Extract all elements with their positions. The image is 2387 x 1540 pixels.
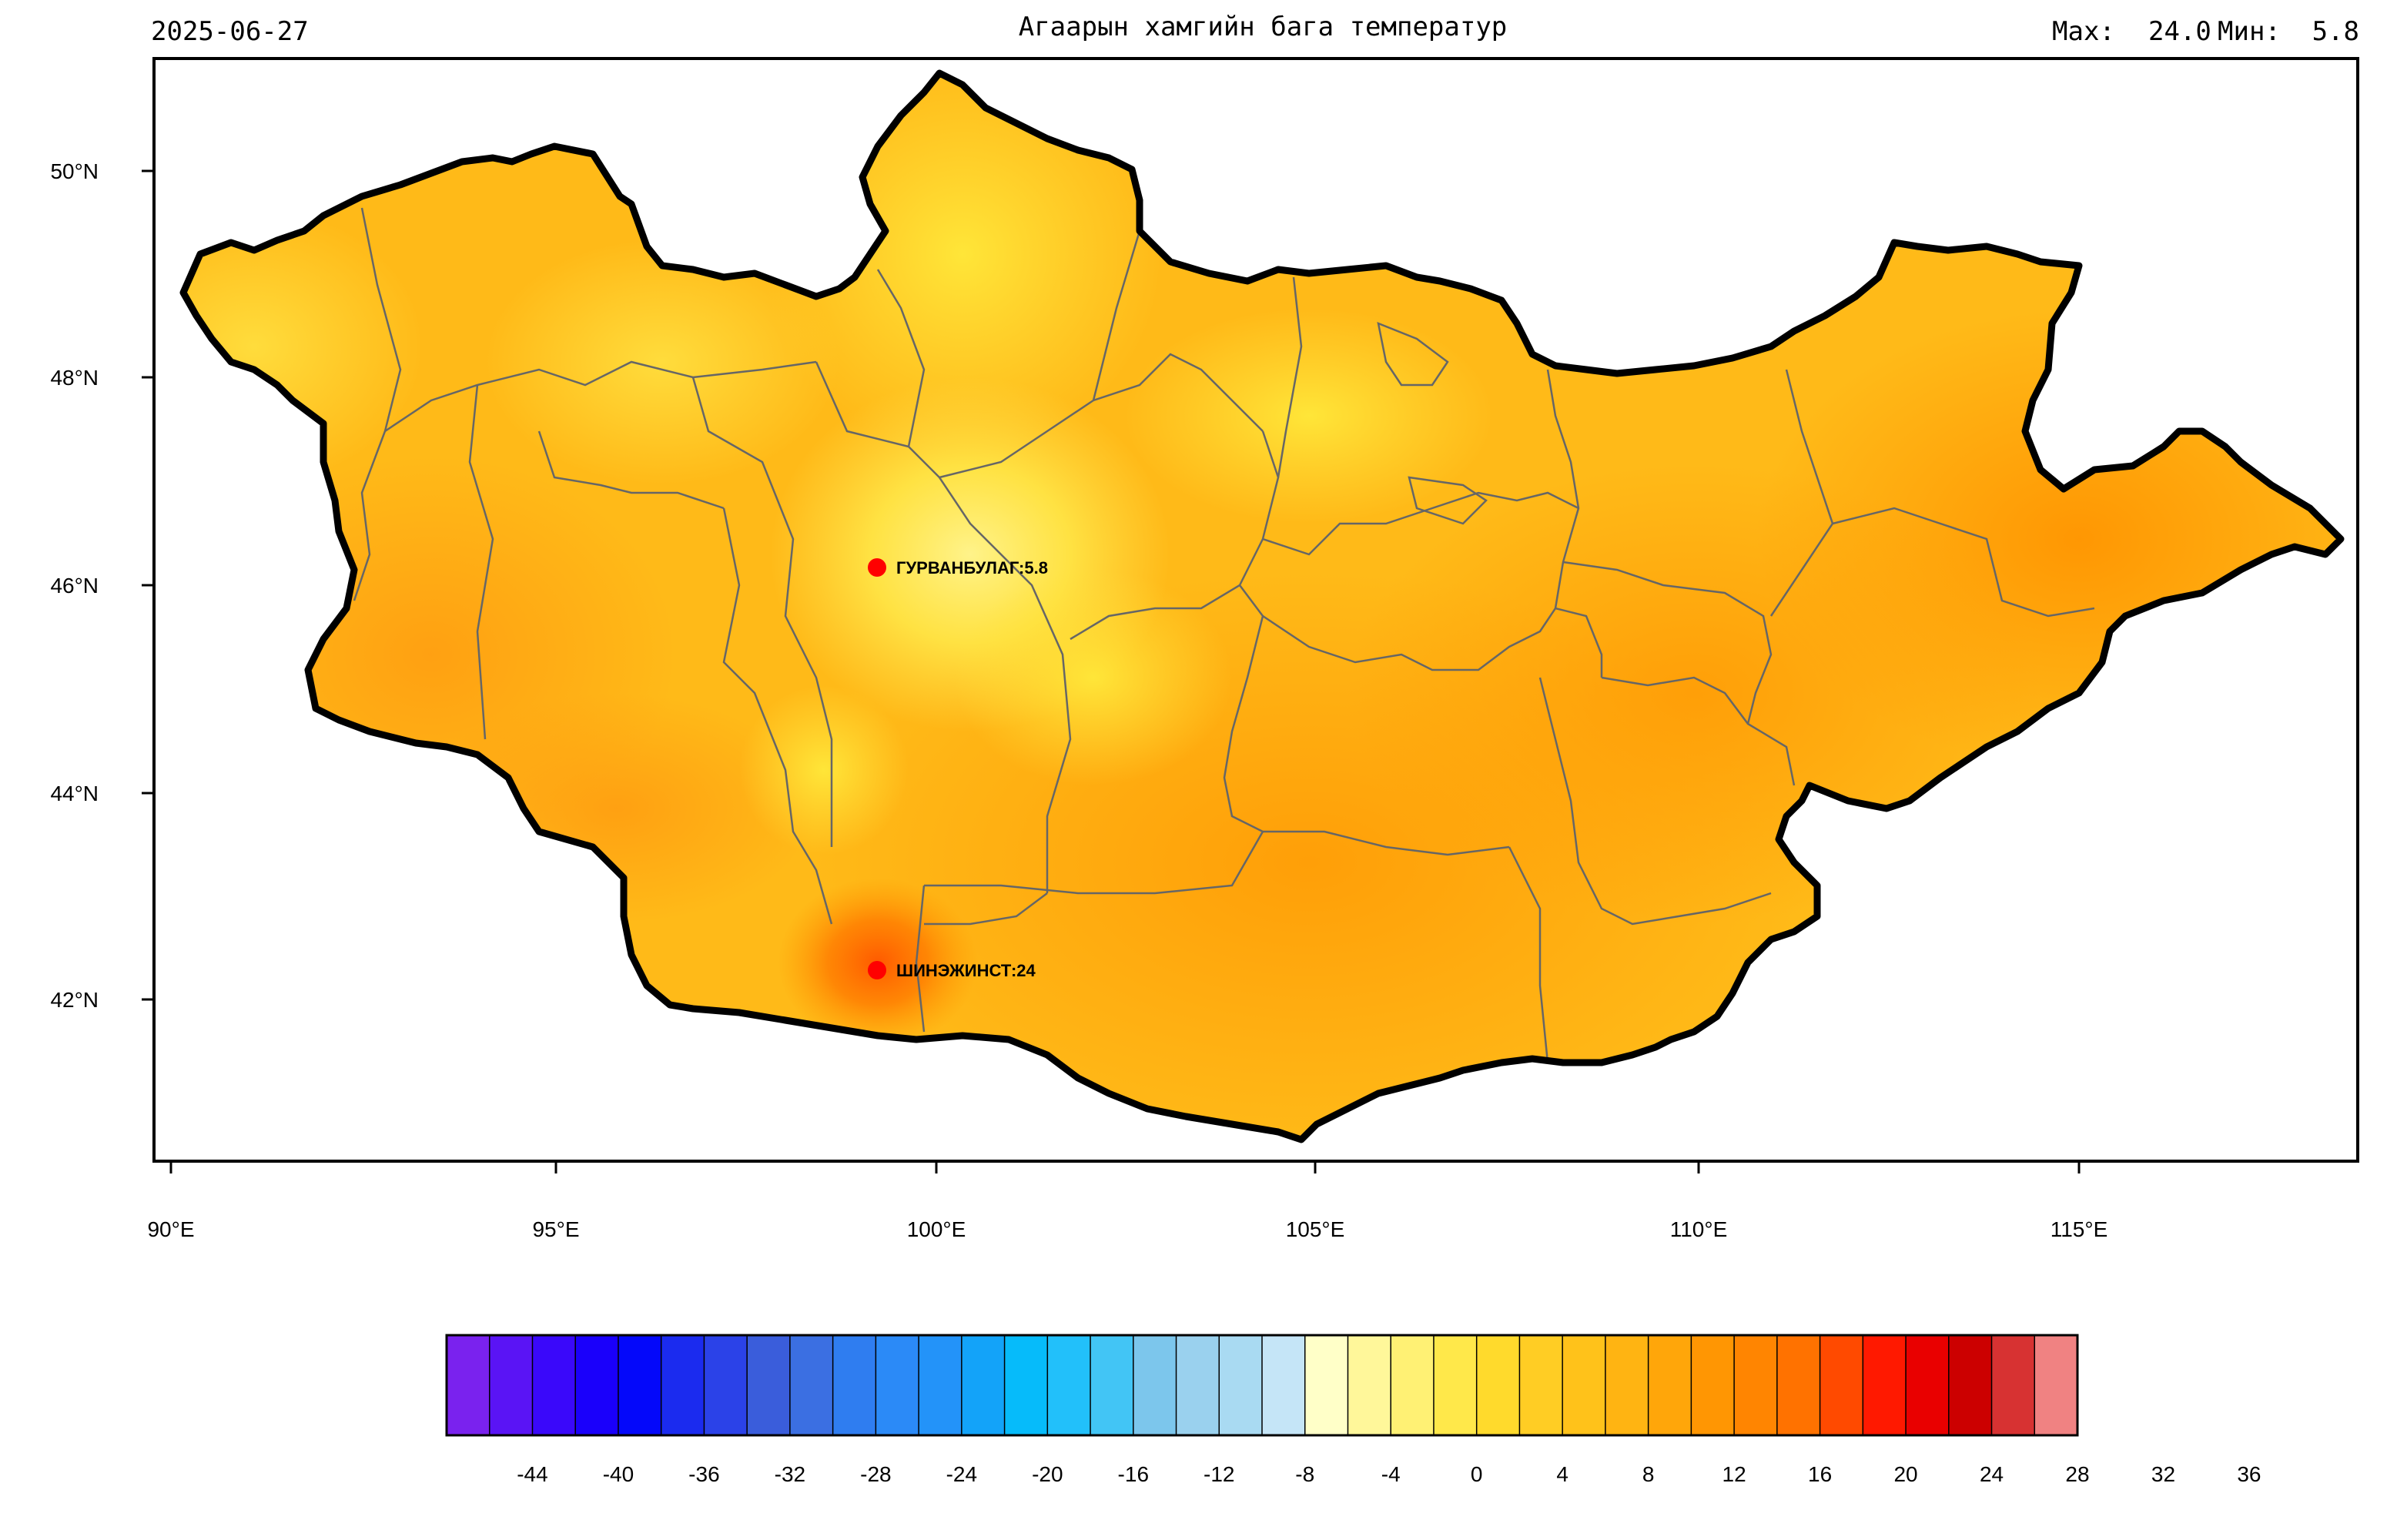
- province-boundaries: [353, 207, 2095, 1063]
- legend-swatches: [446, 1334, 2079, 1436]
- legend-swatch: [1433, 1334, 1478, 1436]
- legend-tick-label: -16: [1118, 1462, 1149, 1486]
- legend-swatch: [918, 1334, 963, 1436]
- lat-tick-label: 46°N: [50, 574, 99, 598]
- legend-swatch: [1133, 1334, 1177, 1436]
- legend-swatch: [1518, 1334, 1564, 1436]
- legend-tick-label: 8: [1642, 1462, 1655, 1486]
- legend-swatch: [1390, 1334, 1435, 1436]
- legend-swatch: [703, 1334, 748, 1436]
- legend-tick-label: 12: [1722, 1462, 1746, 1486]
- legend-tick-labels: -44 -40 -36 -32 -28 -24 -20 -16 -12 -8 -4 0 4 8 12 16 20…: [517, 1462, 2261, 1486]
- legend-swatch: [1046, 1334, 1092, 1436]
- station-marker: [868, 961, 886, 979]
- legend-tick-label: -12: [1204, 1462, 1234, 1486]
- legend-swatch: [1690, 1334, 1736, 1436]
- legend-swatch: [1347, 1334, 1392, 1436]
- lon-tick-label: 110°E: [1670, 1217, 1728, 1241]
- legend-swatch: [1090, 1334, 1135, 1436]
- legend-swatch: [1003, 1334, 1049, 1436]
- legend-swatch: [446, 1334, 490, 1436]
- legend-tick-label: 16: [1808, 1462, 1832, 1486]
- latitude-axis: 50°N 48°N 46°N 44°N 42°N: [50, 159, 154, 1012]
- lat-tick-label: 48°N: [50, 366, 99, 390]
- legend-swatch: [875, 1334, 920, 1436]
- legend-swatch: [1304, 1334, 1349, 1436]
- legend-swatch: [832, 1334, 877, 1436]
- legend-tick-label: 20: [1893, 1462, 1917, 1486]
- station-shinejinst: ШИНЭЖИНСТ:24: [868, 961, 1036, 980]
- legend-swatch: [1990, 1334, 2036, 1436]
- legend-tick-label: -24: [946, 1462, 977, 1486]
- legend-tick-label: -32: [775, 1462, 805, 1486]
- legend-swatch: [660, 1334, 705, 1436]
- legend-border: [445, 1334, 2079, 1437]
- legend-tick-label: 28: [2065, 1462, 2089, 1486]
- lon-tick-label: 90°E: [147, 1217, 194, 1241]
- station-marker: [868, 558, 886, 577]
- legend-swatch: [789, 1334, 834, 1436]
- legend-tick-label: -44: [517, 1462, 547, 1486]
- max-value: 24.0: [2148, 16, 2211, 47]
- station-label: ГУРВАНБУЛАГ:5.8: [896, 558, 1048, 578]
- legend-swatch: [1776, 1334, 1821, 1436]
- legend-swatch: [488, 1334, 534, 1436]
- legend-swatch: [1905, 1334, 1950, 1436]
- legend-tick-label: 24: [1980, 1462, 2004, 1486]
- legend-swatch: [1647, 1334, 1692, 1436]
- station-gurvanbulag: ГУРВАНБУЛАГ:5.8: [868, 558, 1048, 578]
- legend-swatch: [1475, 1334, 1521, 1436]
- max-label: Max:: [2052, 16, 2115, 47]
- lat-tick-label: 42°N: [50, 988, 99, 1012]
- map-title: Агаарын хамгийн бага температур: [1019, 12, 1508, 42]
- longitude-axis: 90°E 95°E 100°E 105°E 110°E 115°E: [147, 1161, 2107, 1241]
- color-legend: -44 -40 -36 -32 -28 -24 -20 -16 -12 -8 -4 0 4 8 12 16 20…: [445, 1334, 2261, 1486]
- lat-tick-label: 44°N: [50, 782, 99, 805]
- legend-swatch: [746, 1334, 792, 1436]
- legend-tick-label: -40: [603, 1462, 634, 1486]
- legend-tick-label: 4: [1556, 1462, 1568, 1486]
- legend-tick-label: -36: [688, 1462, 719, 1486]
- map-date: 2025-06-27: [151, 16, 309, 47]
- legend-swatch: [531, 1334, 577, 1436]
- legend-swatch: [2034, 1334, 2079, 1436]
- legend-tick-label: 32: [2151, 1462, 2175, 1486]
- legend-swatch: [1175, 1334, 1220, 1436]
- lon-tick-label: 105°E: [1286, 1217, 1345, 1241]
- lon-tick-label: 100°E: [907, 1217, 966, 1241]
- legend-swatch: [1261, 1334, 1306, 1436]
- lon-tick-label: 115°E: [2051, 1217, 2108, 1241]
- min-label: Мин:: [2218, 16, 2281, 47]
- legend-tick-label: -28: [860, 1462, 891, 1486]
- legend-swatch: [1819, 1334, 1864, 1436]
- legend-swatch: [1605, 1334, 1649, 1436]
- min-value: 5.8: [2312, 16, 2359, 47]
- station-label: ШИНЭЖИНСТ:24: [896, 961, 1036, 980]
- legend-swatch: [961, 1334, 1006, 1436]
- legend-swatch: [574, 1334, 620, 1436]
- max-min-readout: Max: 24.0 Мин: 5.8: [2052, 16, 2359, 47]
- legend-swatch: [1562, 1334, 1607, 1436]
- legend-tick-label: -4: [1381, 1462, 1401, 1486]
- lat-tick-label: 50°N: [50, 159, 99, 183]
- legend-swatch: [1948, 1334, 1993, 1436]
- legend-swatch: [1733, 1334, 1779, 1436]
- legend-swatch: [618, 1334, 662, 1436]
- legend-tick-label: 0: [1471, 1462, 1483, 1486]
- legend-tick-label: 36: [2237, 1462, 2261, 1486]
- lon-tick-label: 95°E: [532, 1217, 579, 1241]
- legend-tick-label: -20: [1032, 1462, 1063, 1486]
- legend-tick-label: -8: [1295, 1462, 1314, 1486]
- legend-swatch: [1862, 1334, 1907, 1436]
- legend-swatch: [1218, 1334, 1264, 1436]
